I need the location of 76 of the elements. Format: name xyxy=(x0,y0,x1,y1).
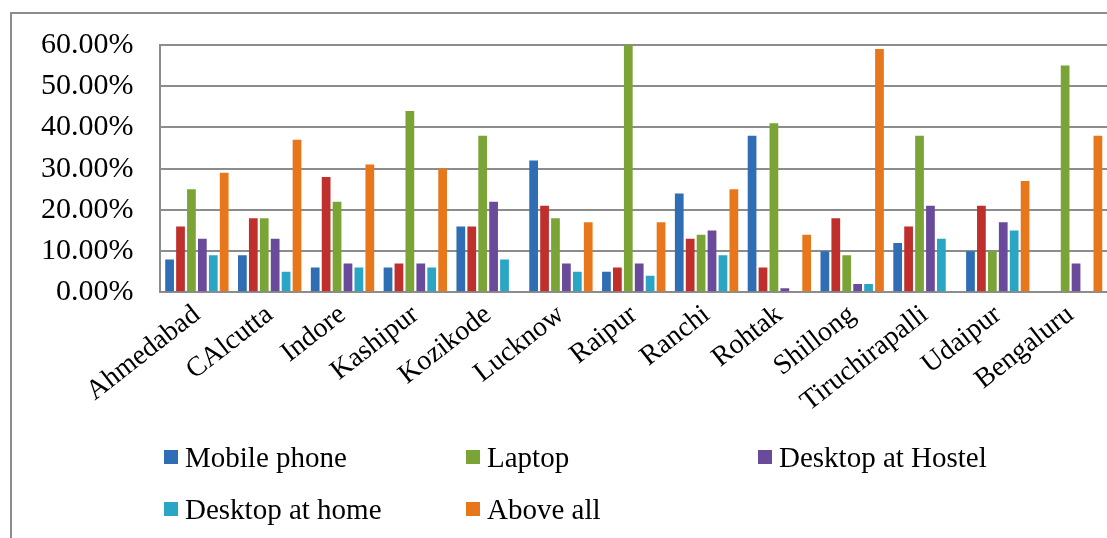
bar xyxy=(467,226,477,292)
bar xyxy=(747,135,757,292)
y-tick-label: 20.00% xyxy=(40,190,134,224)
bar xyxy=(831,218,841,292)
bar xyxy=(583,222,593,292)
bar xyxy=(936,238,946,292)
bar xyxy=(405,110,415,292)
bar xyxy=(864,284,873,292)
bar xyxy=(977,205,986,292)
bar xyxy=(780,288,790,292)
bar xyxy=(820,251,830,292)
bar xyxy=(427,267,437,292)
y-tick-label: 30.00% xyxy=(40,149,134,183)
bar xyxy=(634,263,644,292)
bar xyxy=(238,255,247,292)
bar xyxy=(685,238,695,292)
bar xyxy=(478,135,488,292)
bar xyxy=(718,255,728,292)
y-tick-label: 40.00% xyxy=(40,108,134,142)
bar xyxy=(893,242,903,292)
legend-label: Mobile phone xyxy=(185,440,347,474)
bar xyxy=(769,123,779,292)
legend-label: Desktop at home xyxy=(185,492,382,526)
bar xyxy=(292,139,302,292)
bar xyxy=(987,251,997,292)
bar xyxy=(208,255,218,292)
bar xyxy=(802,234,812,292)
bar xyxy=(365,164,375,292)
bar xyxy=(674,193,684,292)
bar xyxy=(707,230,717,292)
bar xyxy=(248,218,258,292)
bar xyxy=(332,201,342,292)
bar xyxy=(219,172,229,292)
bar xyxy=(572,271,582,292)
bar xyxy=(500,259,509,292)
bar xyxy=(310,267,320,292)
bar xyxy=(438,168,447,292)
bar xyxy=(875,49,884,292)
y-tick-label: 50.00% xyxy=(40,67,134,101)
bar xyxy=(416,263,426,292)
bar xyxy=(540,205,549,292)
bar xyxy=(551,218,560,292)
bar xyxy=(165,259,174,292)
bar xyxy=(529,160,538,292)
y-tick-label: 0.00% xyxy=(55,273,134,307)
bar xyxy=(489,201,498,292)
bar xyxy=(915,135,924,292)
bar xyxy=(602,271,611,292)
bar xyxy=(926,205,935,292)
bar xyxy=(321,176,331,292)
bar xyxy=(270,238,280,292)
bar xyxy=(456,226,466,292)
bar xyxy=(1093,135,1103,292)
legend-label: Laptop xyxy=(487,440,570,474)
legend-label: Desktop at Hostel xyxy=(779,440,987,474)
bar xyxy=(1060,65,1070,292)
bar xyxy=(613,267,622,292)
bar xyxy=(259,218,269,292)
bar xyxy=(187,189,196,292)
y-tick-label: 10.00% xyxy=(40,232,134,266)
bar xyxy=(197,238,207,292)
bar xyxy=(656,222,666,292)
bar xyxy=(623,45,633,292)
bar xyxy=(853,284,862,292)
y-tick-label: 60.00% xyxy=(40,25,134,59)
bar xyxy=(729,189,739,292)
bar xyxy=(176,226,185,292)
bar xyxy=(904,226,913,292)
legend-label: Above all xyxy=(487,492,601,526)
bar xyxy=(842,255,852,292)
bar xyxy=(1009,230,1019,292)
bar xyxy=(966,251,975,292)
bar xyxy=(696,234,706,292)
bar xyxy=(562,263,571,292)
bar xyxy=(1020,181,1030,292)
bar xyxy=(998,222,1008,292)
